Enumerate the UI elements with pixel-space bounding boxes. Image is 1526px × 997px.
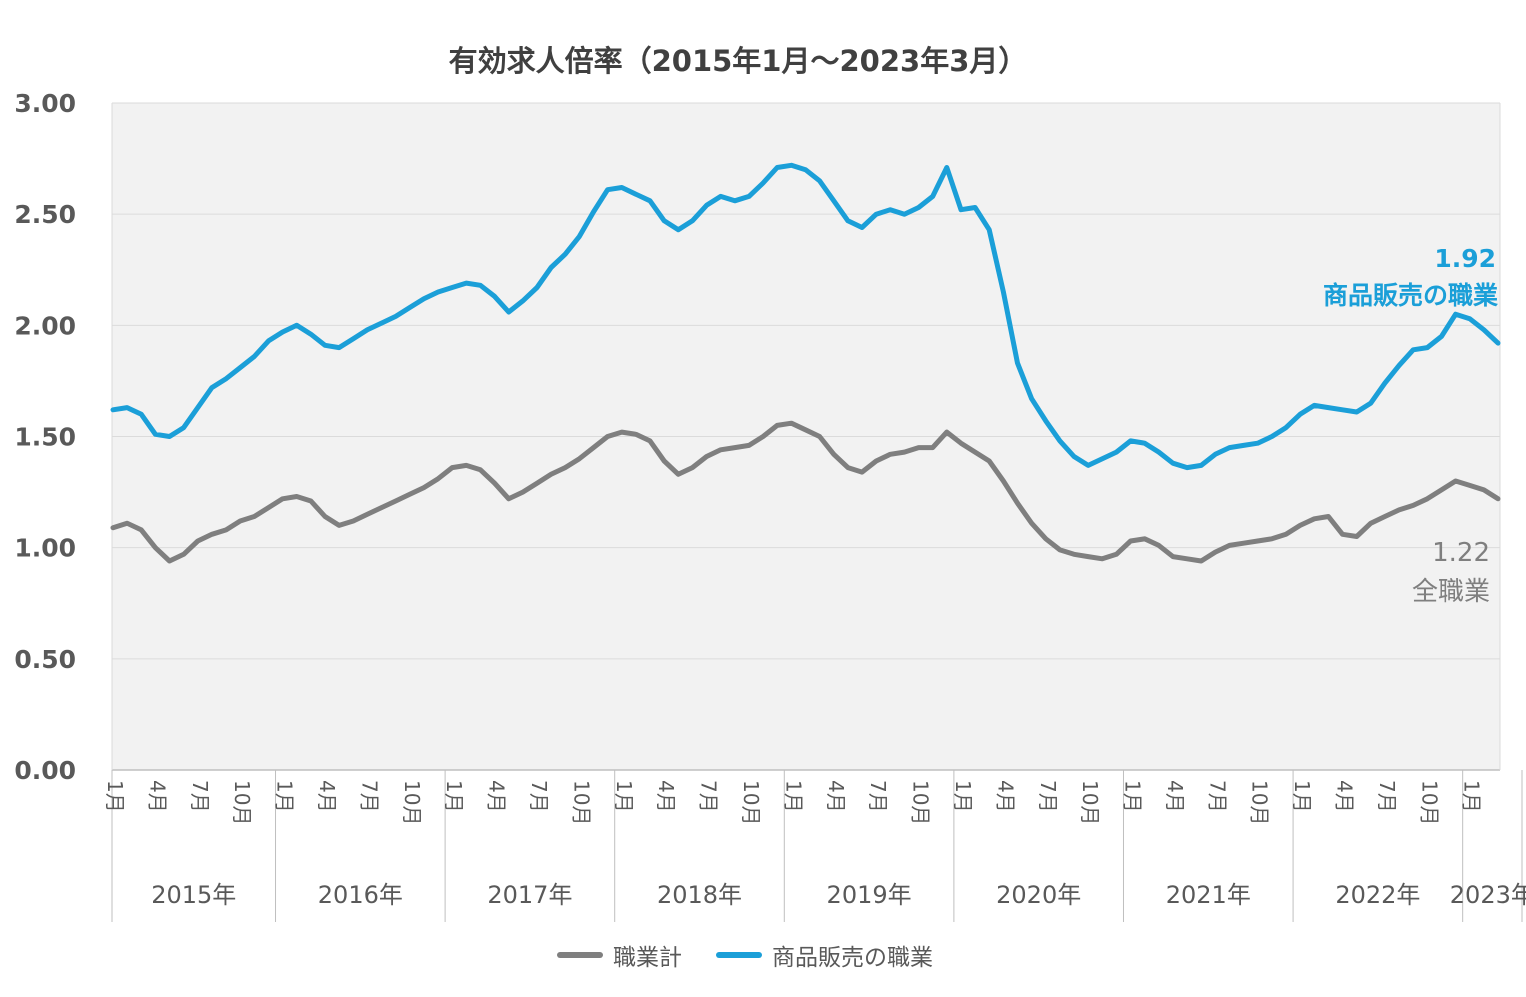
year-label: 2019年: [827, 881, 912, 909]
month-tick-label: 7月: [866, 780, 890, 813]
chart-title: 有効求人倍率（2015年1月～2023年3月）: [449, 44, 1028, 78]
month-tick-label: 4月: [315, 780, 339, 813]
month-tick-label: 7月: [1205, 780, 1229, 813]
year-label: 2020年: [996, 881, 1081, 909]
month-tick-label: 10月: [569, 780, 593, 825]
y-tick-label: 1.00: [14, 534, 76, 563]
y-axis-tick-labels: 0.00 0.50 1.00 1.50 2.00 2.50 3.00: [14, 89, 76, 785]
month-tick-label: 7月: [1375, 780, 1399, 813]
month-tick-label: 4月: [145, 780, 169, 813]
sales-series-annotation-label: 商品販売の職業: [1323, 281, 1498, 310]
year-label: 2016年: [318, 881, 403, 909]
month-tick-label: 10月: [230, 780, 254, 825]
legend-item-total: 職業計: [557, 938, 682, 972]
y-tick-label: 1.50: [14, 423, 76, 452]
month-tick-label: 4月: [1163, 780, 1187, 813]
month-tick-label: 1月: [442, 780, 466, 813]
year-label: 2017年: [487, 881, 572, 909]
y-tick-label: 2.00: [14, 311, 76, 340]
total-end-value-annotation: 1.22: [1432, 538, 1490, 568]
year-label: 2022年: [1335, 881, 1420, 909]
total-line-swatch: [557, 952, 603, 958]
month-tick-label: 1月: [1460, 780, 1484, 813]
legend-label-total: 職業計: [613, 945, 682, 971]
y-tick-label: 3.00: [14, 89, 76, 118]
legend-label-sales: 商品販売の職業: [772, 945, 933, 971]
month-tick-label: 1月: [103, 780, 127, 813]
month-tick-label: 7月: [1036, 780, 1060, 813]
month-tick-label: 1月: [951, 780, 975, 813]
month-tick-label: 4月: [654, 780, 678, 813]
year-label: 2023年: [1450, 881, 1526, 909]
total-series-line: [110, 420, 1501, 564]
sales-series-line: [110, 162, 1501, 471]
month-tick-label: 10月: [400, 780, 424, 825]
x-axis-year-labels: 2015年 2016年 2017年 2018年 2019年 2020年 2021年 2022年…: [151, 881, 1526, 909]
legend-item-sales: 商品販売の職業: [716, 938, 933, 972]
y-tick-label: 2.50: [14, 200, 76, 229]
month-tick-label: 10月: [1248, 780, 1272, 825]
month-tick-label: 1月: [273, 780, 297, 813]
month-tick-label: 4月: [1333, 780, 1357, 813]
month-tick-label: 10月: [1078, 780, 1102, 825]
sales-end-value-annotation: 1.92: [1434, 244, 1496, 273]
year-label: 2015年: [151, 881, 236, 909]
series-lines: [110, 162, 1501, 564]
month-tick-label: 1月: [1290, 780, 1314, 813]
month-tick-label: 7月: [188, 780, 212, 813]
y-tick-label: 0.00: [14, 756, 76, 785]
legend: 職業計 商品販売の職業: [0, 938, 1490, 972]
month-tick-label: 1月: [781, 780, 805, 813]
month-tick-label: 7月: [527, 780, 551, 813]
month-tick-label: 10月: [739, 780, 763, 825]
total-series-annotation-label: 全職業: [1412, 577, 1490, 607]
year-label: 2018年: [657, 881, 742, 909]
month-tick-label: 10月: [1417, 780, 1441, 825]
month-tick-label: 4月: [993, 780, 1017, 813]
month-tick-label: 4月: [824, 780, 848, 813]
month-tick-label: 7月: [357, 780, 381, 813]
month-tick-label: 10月: [909, 780, 933, 825]
gridlines: [111, 102, 1501, 771]
y-tick-label: 0.50: [14, 645, 76, 674]
x-axis-month-labels: 1月 4月 7月 10月 1月 4月 7月 10月 1月 4月 7月 10月 1月 4月 7月 10月 1月 4月…: [103, 780, 1484, 825]
month-tick-label: 4月: [485, 780, 509, 813]
year-label: 2021年: [1166, 881, 1251, 909]
month-tick-label: 1月: [1121, 780, 1145, 813]
month-tick-label: 7月: [697, 780, 721, 813]
axis-separator-lines: [111, 770, 1523, 922]
month-tick-label: 1月: [612, 780, 636, 813]
sales-line-swatch: [716, 952, 762, 958]
